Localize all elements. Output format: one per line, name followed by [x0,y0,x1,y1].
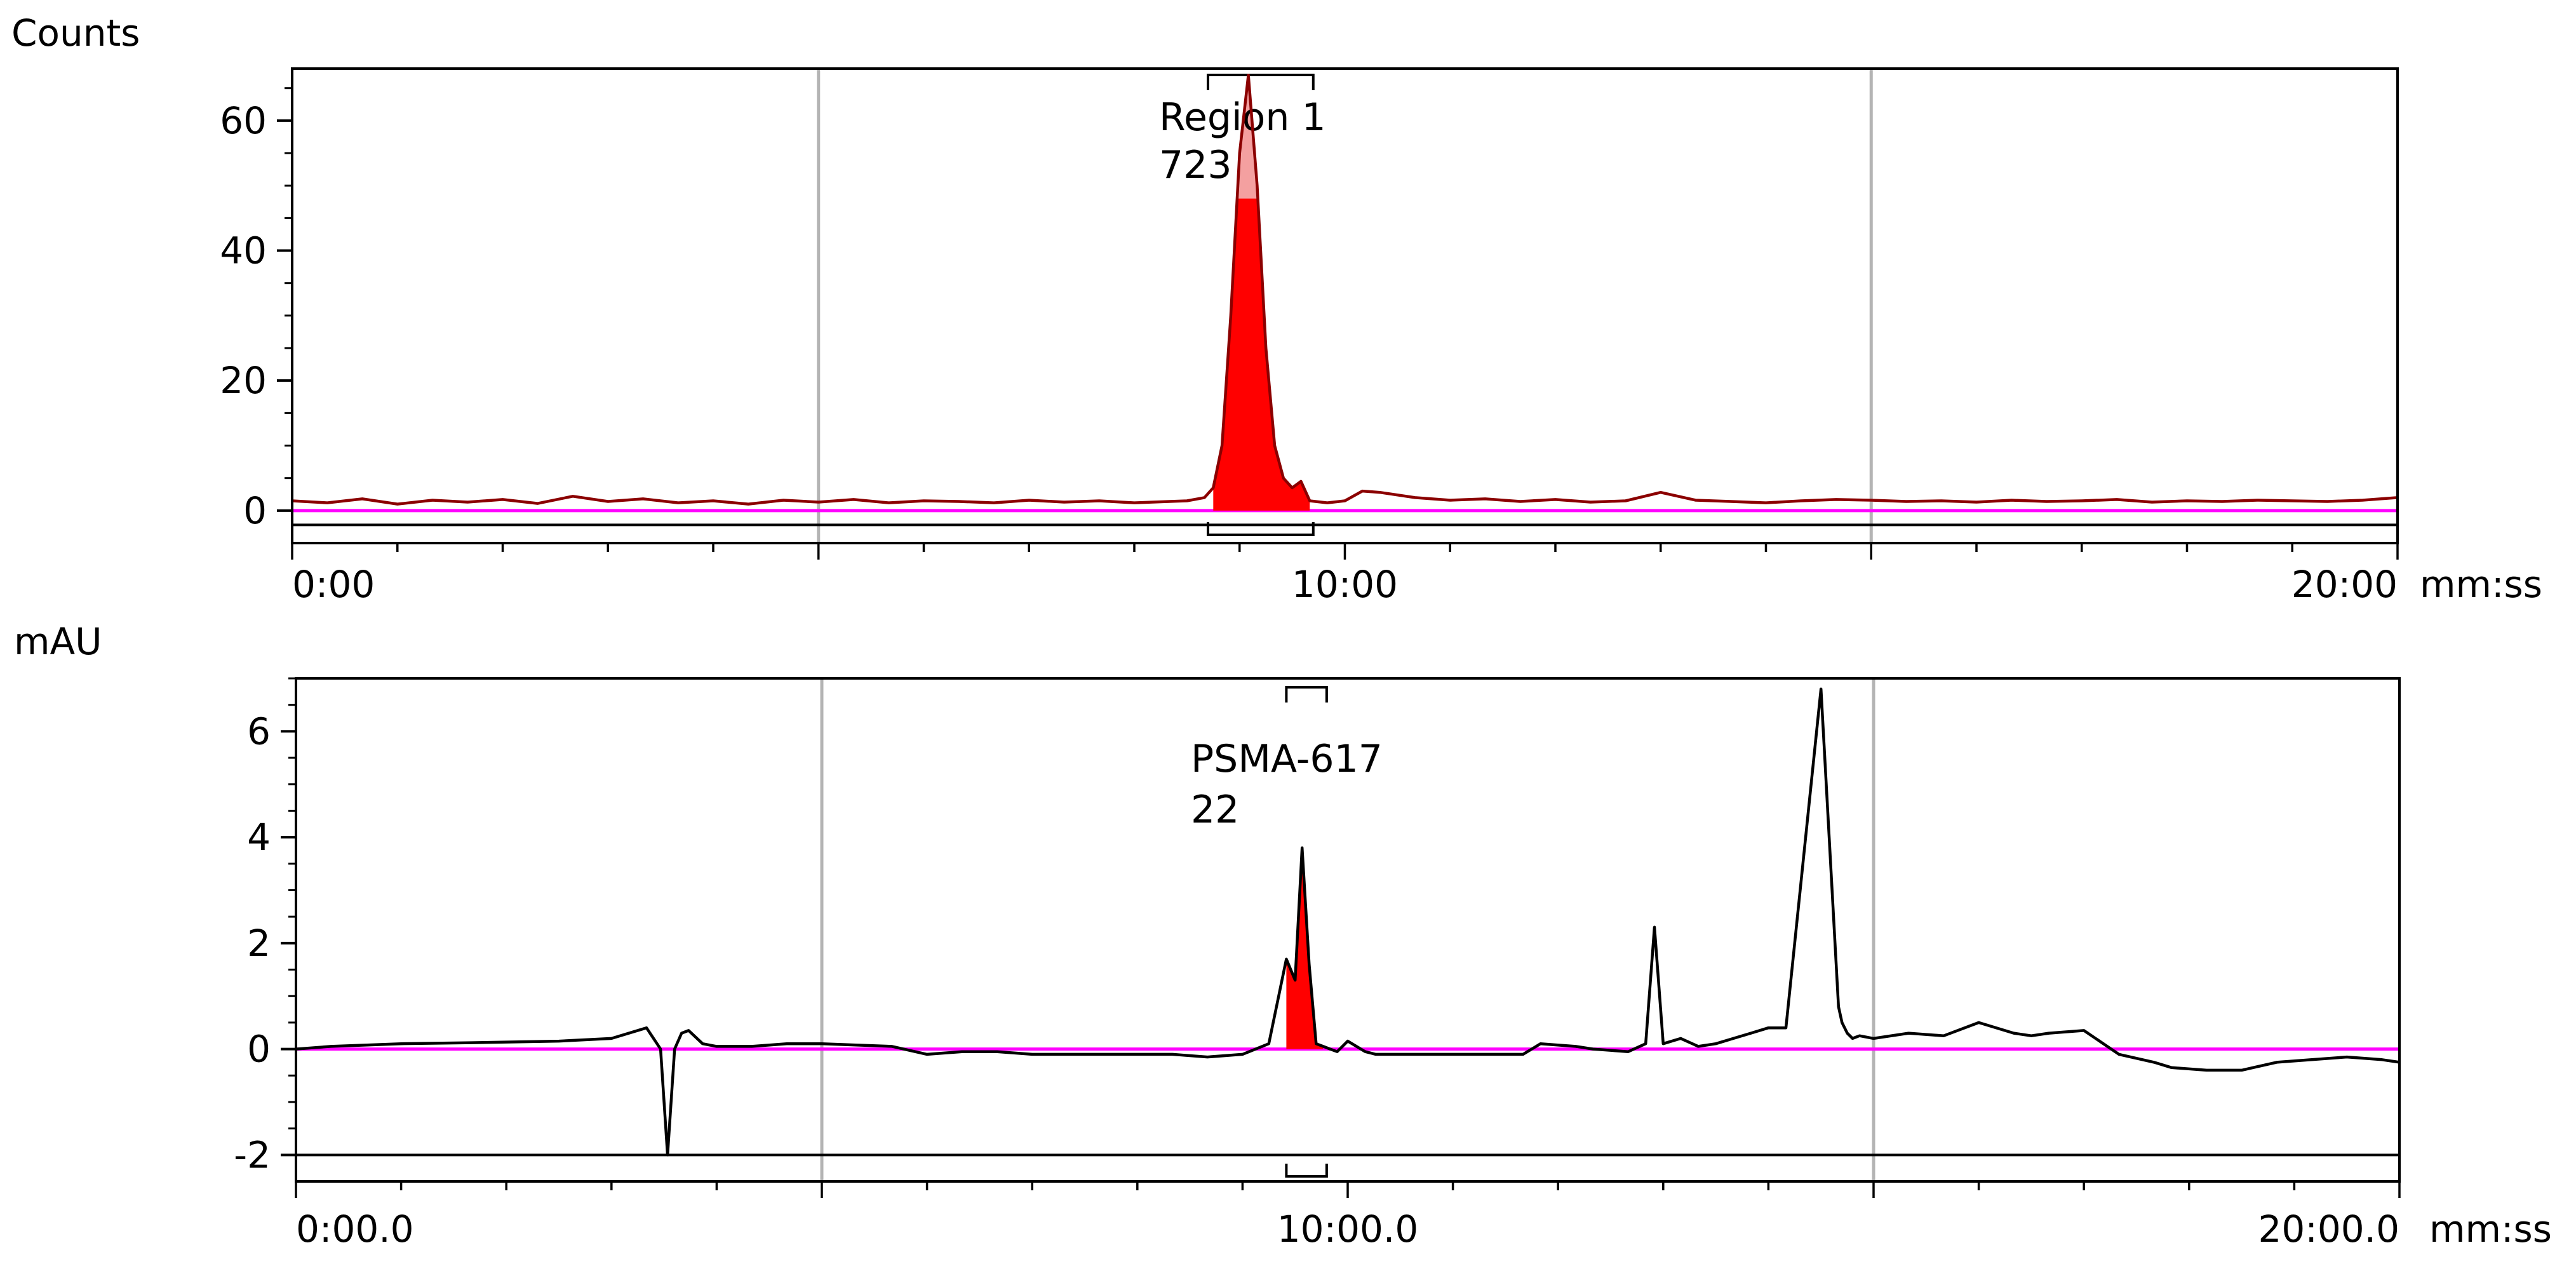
region-bracket-bottom [1207,522,1315,536]
x-tick-label: 0:00 [292,563,375,606]
region-bracket-bottom [1285,1164,1328,1178]
y-tick-label: 20 [220,359,267,402]
x-tick-label: 20:00 [2291,563,2398,606]
x-tick-label: 0:00.0 [296,1207,414,1251]
y-tick-label: 40 [220,229,267,272]
x-tick-label: 10:00 [1292,563,1398,606]
trace-line [295,687,2400,1157]
plot-frame [291,67,2399,544]
region-name-label: PSMA-617 [1191,737,1383,781]
peak-fill [1286,847,1324,1049]
x-axis-unit-label: mm:ss [2429,1207,2552,1251]
x-axis-unit-label: mm:ss [2420,563,2542,606]
y-tick-label: 4 [247,816,271,859]
y-tick-label: 2 [247,922,271,965]
trace-line [292,73,2398,506]
y-tick-label: 0 [243,489,267,532]
region-value-label: 723 [1159,143,1232,187]
region-bracket-top [1207,74,1315,90]
x-tick-label: 10:00.0 [1277,1207,1418,1251]
y-tick-label: 0 [247,1028,271,1071]
region-value-label: 22 [1191,788,1239,832]
y-tick-label: -2 [234,1133,271,1176]
y-axis-label: Counts [11,11,140,55]
y-axis-label: mAU [14,620,102,663]
uv-chromatogram-panel: mAU PSMA-617 22 -2 0 2 4 6 0:00.0 10:00.0 20:00.0 m… [14,620,2552,1251]
y-tick-label: 60 [220,99,267,142]
y-tick-label: 6 [247,709,271,753]
x-tick-label: 20:00.0 [2258,1207,2399,1251]
peak-fill-highlight [1237,75,1258,199]
region-bracket-top [1285,686,1328,703]
